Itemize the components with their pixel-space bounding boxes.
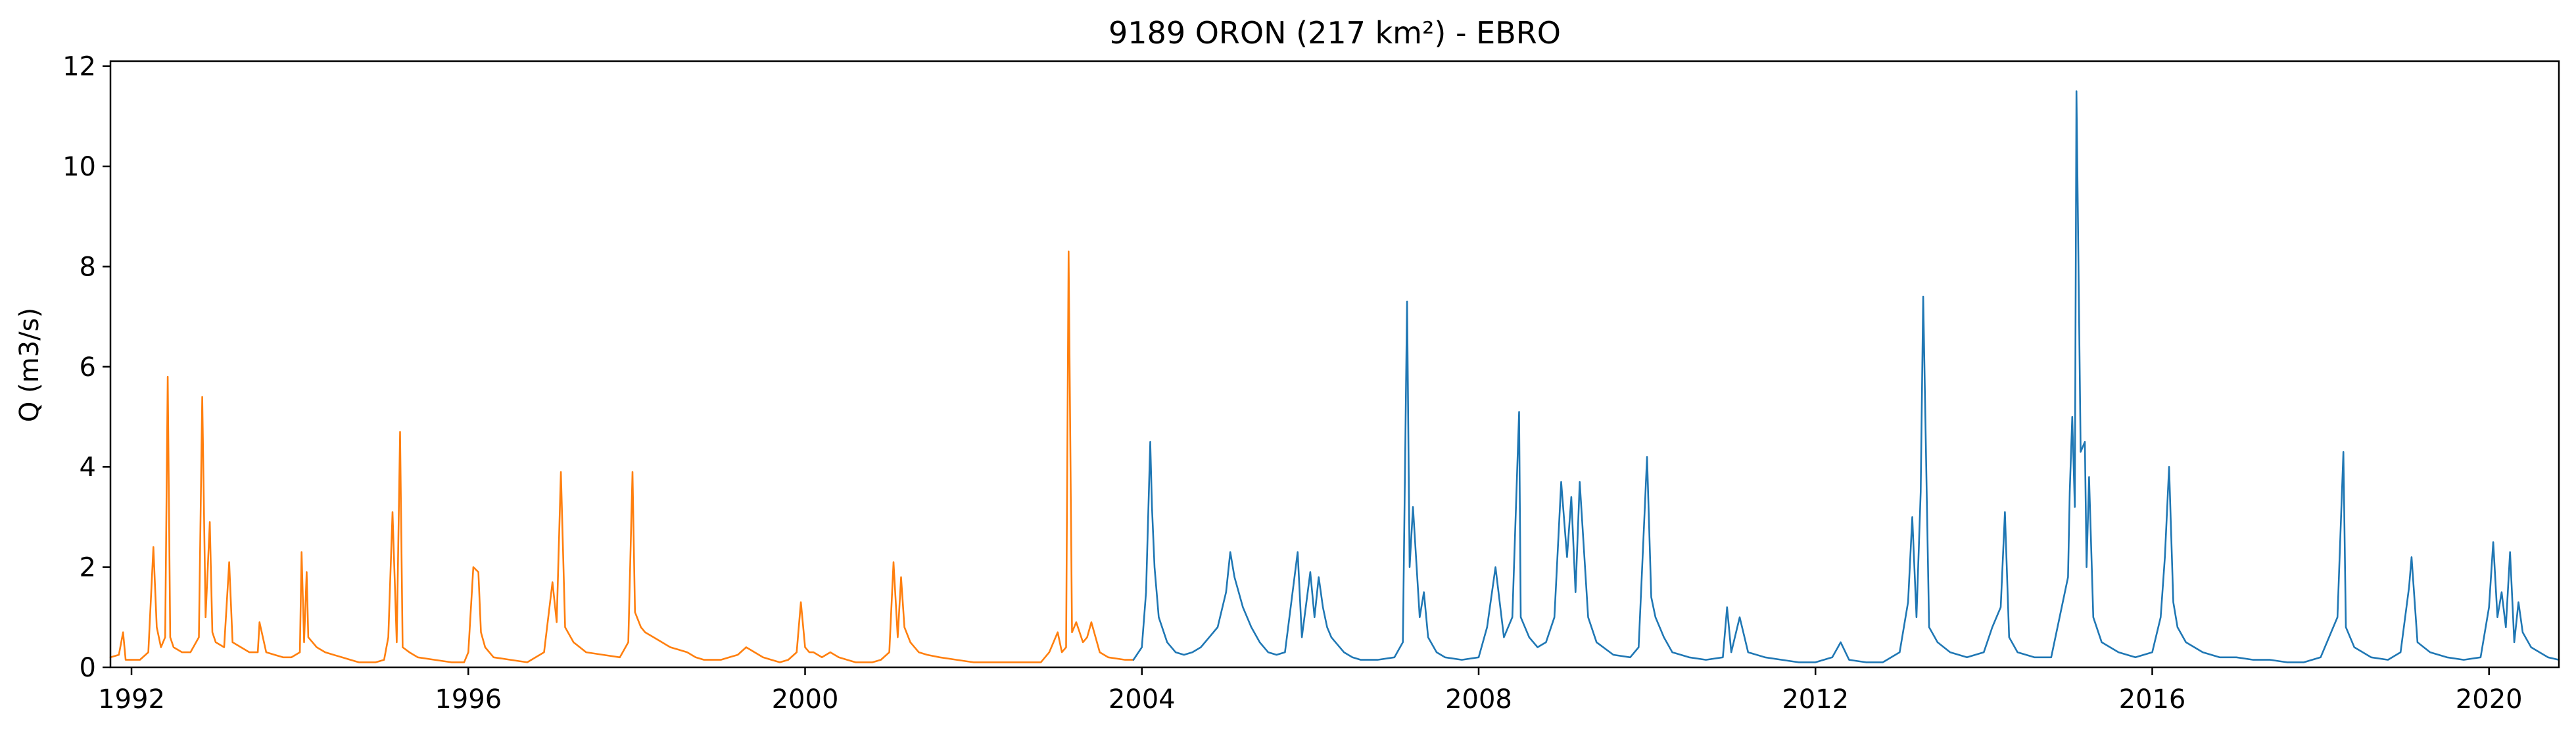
y-tick-label: 0	[80, 653, 96, 683]
y-tick-label: 10	[62, 152, 96, 182]
x-tick-label: 2000	[772, 684, 839, 715]
ticks-layer: 1992 1996 2000 2004 2008 2012 2016 2020 0 2 4 6 8 10 1…	[62, 52, 2523, 715]
series-line-1	[109, 250, 1135, 663]
x-tick-label: 2008	[1445, 684, 1512, 715]
y-tick-label: 6	[80, 352, 96, 383]
y-tick-label: 8	[80, 252, 96, 282]
y-tick-label: 2	[80, 553, 96, 583]
x-tick-label: 1996	[435, 684, 502, 715]
chart-title: 9189 ORON (217 km²) - EBRO	[1109, 15, 1561, 51]
x-tick-label: 2020	[2456, 684, 2523, 715]
x-tick-label: 1992	[98, 684, 165, 715]
x-tick-label: 2004	[1109, 684, 1176, 715]
x-tick-label: 2012	[1782, 684, 1849, 715]
x-tick-label: 2016	[2119, 684, 2186, 715]
axes-frame	[109, 60, 2560, 669]
y-axis-label: Q (m3/s)	[14, 308, 45, 422]
y-tick-label: 12	[62, 52, 96, 82]
y-tick-label: 4	[80, 452, 96, 483]
series-line-2	[1132, 90, 2560, 663]
series-layer	[109, 90, 2560, 663]
